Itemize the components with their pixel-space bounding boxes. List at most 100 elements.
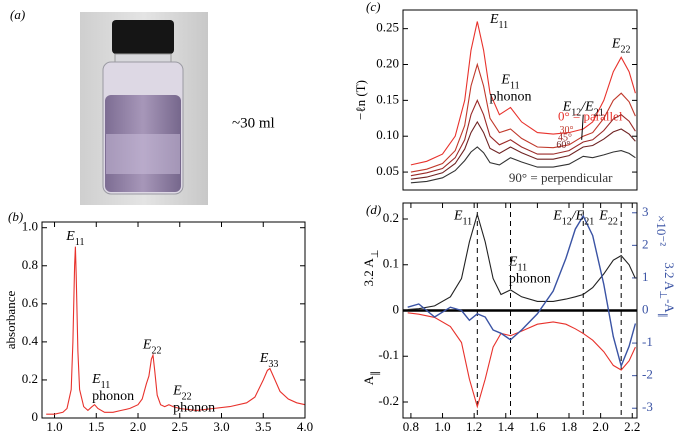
y-tick-label: 0 [393, 301, 400, 316]
annotation-part: 12 [562, 217, 572, 228]
series-line [410, 146, 636, 184]
annotation-part: 11 [101, 380, 111, 391]
photo [80, 12, 208, 205]
annotation-part: E [552, 209, 562, 224]
panel-label: (b) [8, 209, 23, 224]
y-axis-label-part: ∥ [370, 371, 381, 376]
x-tick-label: 3.0 [213, 419, 229, 433]
y-axis-label: −ℓn (T) [353, 80, 368, 120]
y-axis-label-part: ⊥ [370, 250, 381, 259]
y-tick-label: 0.25 [376, 20, 399, 35]
x-tick-label: 0.8 [403, 419, 419, 433]
annotation: phonon [490, 89, 532, 104]
annotation-part: 22 [620, 44, 630, 55]
y-axis-label-part: absorbance [3, 291, 18, 350]
annotation-part: E [172, 384, 182, 399]
annotation-part: 22 [608, 217, 618, 228]
y-tick-label: 0.15 [376, 91, 399, 106]
annotation: E12/E21 [562, 100, 604, 119]
annotation-part: /E [571, 209, 585, 224]
y-axis-label: A∥ [361, 371, 381, 385]
series-label: 30° [560, 125, 574, 136]
annotation-part: E [259, 351, 269, 366]
annotation: E22 [611, 37, 631, 56]
annotation-part: 21 [594, 107, 604, 118]
series-label: 45° [558, 133, 572, 144]
y-axis-label: absorbance [3, 291, 18, 350]
y-tick-label: 0.05 [376, 163, 399, 178]
annotation: phonon [92, 389, 134, 404]
annotation-part: 22 [182, 391, 192, 402]
annotation-part: E [65, 229, 75, 244]
plot-frame [402, 202, 638, 419]
photo-caption: ~30 ml [232, 115, 275, 131]
annotation: phonon [509, 272, 551, 287]
annotation: phonon [173, 401, 215, 416]
series-line [407, 212, 636, 311]
y-axis-label-part: 3.2 A [361, 258, 376, 287]
annotation-part: E [453, 209, 463, 224]
x-tick-label: 1.8 [561, 419, 577, 433]
annotation: E11 [453, 209, 472, 228]
x-tick-label: 1.4 [498, 419, 515, 433]
annotation-part: 11 [463, 217, 473, 228]
x-tick-label: 3.5 [255, 419, 271, 433]
annotation-part: 11 [517, 262, 527, 273]
y-tick-label: -0.2 [378, 393, 399, 408]
plot-frame [402, 9, 638, 191]
y-tick-label: -0.1 [378, 347, 399, 362]
annotation-part: 11 [75, 237, 85, 248]
vial-neck [114, 53, 172, 63]
x-tick-label: 1.6 [529, 419, 546, 433]
panel-label: (a) [10, 7, 25, 22]
panel-label: (d) [366, 202, 381, 217]
y2-axis-label-part: -A [662, 299, 677, 313]
series-line [407, 312, 636, 409]
y-tick-label: 1.0 [22, 219, 38, 234]
annotation-part: E [508, 255, 518, 270]
x-tick-label: 1.5 [88, 419, 104, 433]
annotation: E22 [142, 338, 162, 357]
panel-label: (c) [366, 0, 380, 14]
y-tick-label: 0.6 [22, 295, 39, 310]
y2-tick-label: 1 [642, 269, 649, 284]
y-tick-label: 0.8 [22, 257, 38, 272]
y2-axis-label-part: 3.2 A [662, 262, 677, 291]
annotation-part: E [91, 372, 101, 387]
annotation-part: 33 [268, 359, 278, 370]
y-axis-label-part: A [361, 375, 376, 385]
annotation: E11 [500, 72, 519, 91]
y-axis-label-part: −ℓn (T) [353, 80, 368, 120]
annotation: E11 [65, 229, 84, 248]
y-tick-label: 0.20 [376, 55, 399, 70]
annotation: E11 [489, 12, 508, 31]
annotation-part: E [598, 209, 608, 224]
x-tick-label: 2.0 [130, 419, 146, 433]
annotation-part: E [142, 338, 152, 353]
y-axis-label: 3.2 A⊥ [361, 250, 381, 287]
y2-tick-label: -2 [642, 367, 653, 382]
x-tick-label: 1.2 [466, 419, 482, 433]
annotation-part: E [489, 12, 499, 27]
annotation-part: 11 [510, 80, 520, 91]
y2-axis-label-part: ∥ [657, 313, 668, 318]
series-line [410, 21, 636, 166]
x-tick-label: 4.0 [297, 419, 313, 433]
series-label: 90° = perpendicular [509, 170, 613, 185]
y-tick-label: 0.2 [383, 210, 399, 225]
y-tick-label: 0.2 [22, 371, 38, 386]
series-line [410, 62, 636, 173]
annotation: E22 [172, 384, 192, 403]
series-line [407, 214, 637, 369]
series-line [46, 246, 306, 415]
annotation: E22 [598, 209, 618, 228]
x-tick-label: 2.5 [172, 419, 188, 433]
y-tick-label: 0.1 [383, 256, 399, 271]
vial-label [106, 134, 180, 174]
series-line [410, 120, 636, 180]
annotation: E11 [508, 255, 527, 274]
annotation-part: 22 [151, 345, 161, 356]
annotation-part: E [611, 37, 621, 52]
y-tick-label: 0 [32, 409, 39, 424]
